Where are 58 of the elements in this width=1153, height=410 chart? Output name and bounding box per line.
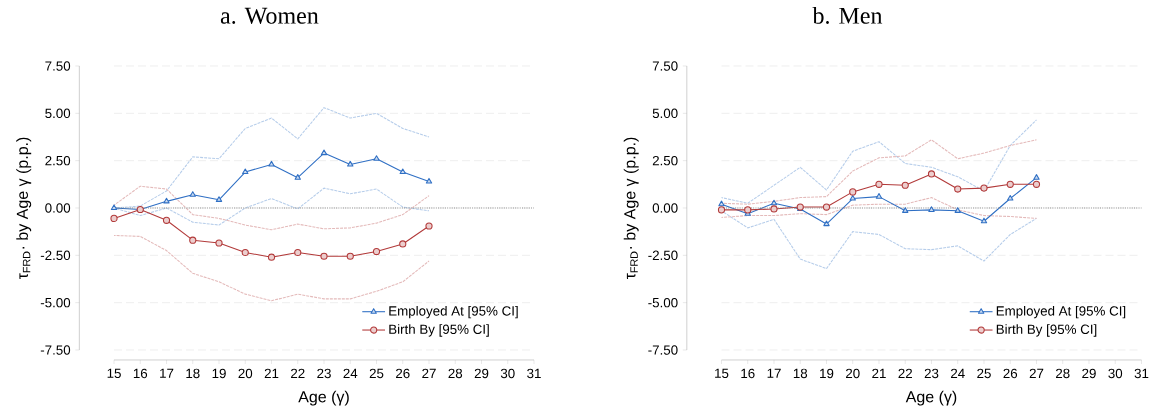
chart-title: a. Women xyxy=(220,7,319,24)
x-tick-label: 28 xyxy=(448,368,463,379)
x-tick-label: 15 xyxy=(107,368,121,378)
x-tick-label: 24 xyxy=(950,368,965,379)
y-tick-label: 5.00 xyxy=(652,108,678,119)
x-tick-label: 19 xyxy=(212,368,226,379)
y-tick-label: -7.50 xyxy=(40,345,71,355)
legend-label: Employed At [95% CI] xyxy=(389,305,518,319)
x-tick-label: 22 xyxy=(898,368,912,379)
x-axis-title: Age (γ) xyxy=(905,390,957,406)
y-tick-label: 2.50 xyxy=(45,155,71,166)
x-tick-label: 31 xyxy=(1134,368,1149,379)
x-tick-label: 30 xyxy=(1108,368,1123,379)
x-tick-label: 19 xyxy=(820,368,834,379)
x-tick-label: 25 xyxy=(977,368,991,379)
x-tick-label: 21 xyxy=(264,368,279,379)
x-tick-label: 18 xyxy=(186,368,200,379)
y-tick-label: -5.00 xyxy=(40,297,71,308)
x-tick-label: 22 xyxy=(291,368,305,379)
y-tick-label: 0.00 xyxy=(652,203,678,213)
x-tick-label: 20 xyxy=(238,368,253,379)
y-tick-label: -7.50 xyxy=(648,345,678,355)
x-tick-label: 21 xyxy=(872,368,886,379)
y-tick-label: 5.00 xyxy=(45,108,71,119)
x-tick-label: 15 xyxy=(715,368,729,378)
x-tick-label: 17 xyxy=(767,368,781,378)
x-tick-label: 24 xyxy=(343,368,358,379)
x-tick-label: 18 xyxy=(793,368,808,379)
x-tick-label: 27 xyxy=(422,368,436,379)
y-axis-title: τ$_{FRD}$· by Age γ (p.p.) xyxy=(16,137,32,280)
x-tick-label: 28 xyxy=(1055,368,1070,379)
y-axis-title: τ$_{FRD}$· by Age γ (p.p.) xyxy=(623,137,639,280)
y-tick-label: 7.50 xyxy=(45,61,71,71)
y-tick-label: 7.50 xyxy=(652,61,678,71)
x-tick-label: 26 xyxy=(396,368,410,379)
y-tick-label: -2.50 xyxy=(40,250,71,261)
x-tick-label: 26 xyxy=(1003,368,1018,379)
x-tick-label: 27 xyxy=(1029,368,1044,379)
x-tick-label: 23 xyxy=(317,368,331,379)
y-tick-label: -5.00 xyxy=(648,297,678,308)
x-tick-label: 20 xyxy=(846,368,860,379)
legend-label: Employed At [95% CI] xyxy=(996,305,1126,319)
x-tick-label: 16 xyxy=(133,368,148,379)
legend-label: Birth By [95% CI] xyxy=(389,324,489,337)
y-tick-label: -2.50 xyxy=(648,250,678,261)
x-tick-label: 29 xyxy=(474,368,489,379)
chart-title: b. Men xyxy=(812,6,883,24)
x-tick-label: 30 xyxy=(500,368,515,379)
x-tick-label: 31 xyxy=(527,368,541,379)
y-tick-label: 0.00 xyxy=(45,203,71,213)
x-axis-title: Age (γ) xyxy=(298,390,349,406)
x-tick-label: 17 xyxy=(160,368,174,378)
x-tick-label: 25 xyxy=(369,368,384,379)
x-tick-label: 23 xyxy=(924,368,939,379)
x-tick-label: 29 xyxy=(1082,368,1096,379)
x-tick-label: 16 xyxy=(741,368,755,379)
y-tick-label: 2.50 xyxy=(652,155,678,166)
legend-label: Birth By [95% CI] xyxy=(996,324,1097,337)
